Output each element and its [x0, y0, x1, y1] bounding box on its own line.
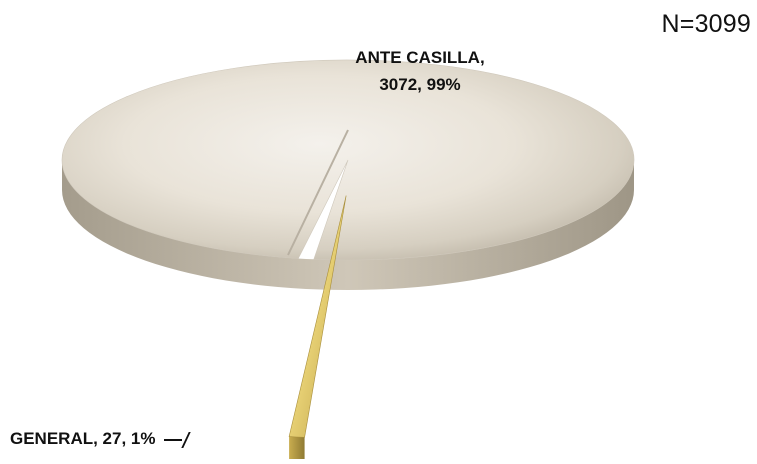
data-label-ante-casilla: ANTE CASILLA, 3072, 99%: [300, 44, 540, 98]
pie-slice-side-general: [289, 436, 305, 464]
data-label-general: GENERAL, 27, 1%: [10, 425, 191, 452]
pie-slice-top-general: [288, 195, 347, 438]
data-label-ante-casilla-line2: 3072, 99%: [379, 75, 461, 94]
pie-slice-groove: [287, 129, 349, 256]
pie-slice-top-ante-casilla: [61, 59, 635, 261]
pie-slice-general: [288, 195, 347, 464]
sample-size-label: N=3099: [661, 10, 751, 38]
pie-slice-ante-casilla: [61, 59, 635, 290]
data-label-general-text: GENERAL, 27, 1%: [10, 429, 156, 448]
data-label-ante-casilla-line1: ANTE CASILLA,: [355, 48, 485, 67]
leader-line: [164, 438, 183, 441]
pie-slice-side-ante-casilla: [62, 160, 634, 290]
